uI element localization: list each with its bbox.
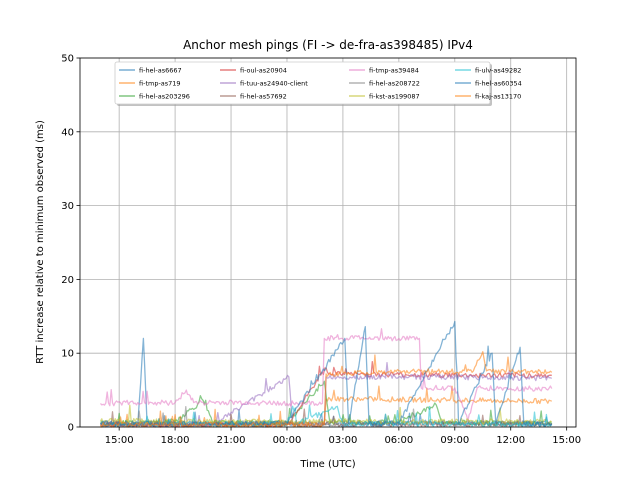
legend-label: fi-hel-as57692 bbox=[240, 93, 287, 101]
x-tick-label: 03:00 bbox=[329, 435, 358, 446]
series-line-fi-kst-as199087 bbox=[99, 404, 553, 425]
y-tick-label: 20 bbox=[61, 275, 74, 286]
chart-title: Anchor mesh pings (FI -> de-fra-as398485… bbox=[183, 38, 473, 52]
legend-label: fi-ulv-as49282 bbox=[475, 67, 521, 75]
x-tick-label: 15:00 bbox=[105, 435, 134, 446]
plot-area bbox=[99, 320, 553, 428]
x-tick-label: 18:00 bbox=[161, 435, 190, 446]
x-tick-label: 09:00 bbox=[440, 435, 469, 446]
series-line-fi-kaj-as13170 bbox=[99, 351, 553, 428]
x-tick-label: 15:00 bbox=[552, 435, 581, 446]
legend-label: fi-oul-as20904 bbox=[240, 67, 287, 75]
y-axis: 0 10 20 30 40 50 bbox=[61, 54, 80, 434]
y-tick-label: 40 bbox=[61, 127, 74, 138]
series-line-fi-tmp-as39484 bbox=[100, 328, 553, 422]
y-tick-label: 10 bbox=[61, 349, 74, 360]
series-line-fi-oul-as20904 bbox=[99, 360, 552, 428]
legend-label: fi-hel-as203296 bbox=[139, 93, 190, 101]
legend: fi-hel-as6667 fi-tmp-as719 fi-hel-as203296… bbox=[114, 61, 522, 106]
x-axis: 15:00 18:00 21:00 00:00 03:00 06:00 09:00 12:00… bbox=[105, 427, 581, 446]
x-tick-label: 21:00 bbox=[217, 435, 246, 446]
legend-label: fi-tmp-as39484 bbox=[369, 67, 419, 75]
legend-box bbox=[114, 61, 491, 105]
y-tick-label: 30 bbox=[61, 201, 74, 212]
legend-label: fi-tmp-as719 bbox=[139, 80, 181, 88]
legend-label: fi-hel-as208722 bbox=[369, 80, 420, 88]
legend-label: fi-kst-as199087 bbox=[369, 93, 420, 101]
y-tick-label: 50 bbox=[61, 54, 74, 65]
x-tick-label: 00:00 bbox=[273, 435, 302, 446]
legend-label: fi-tuu-as24940-client bbox=[240, 80, 308, 88]
x-tick-label: 12:00 bbox=[496, 435, 525, 446]
x-tick-label: 06:00 bbox=[384, 435, 413, 446]
y-tick-label: 0 bbox=[68, 423, 74, 434]
grid bbox=[80, 57, 576, 428]
plot-frame bbox=[79, 57, 577, 428]
legend-label: fi-kaj-as13170 bbox=[475, 93, 521, 101]
x-axis-title: Time (UTC) bbox=[299, 459, 355, 470]
legend-label: fi-hel-as6667 bbox=[139, 67, 182, 75]
legend-label: fi-hel-as60354 bbox=[475, 80, 522, 88]
y-axis-title: RTT increase relative to minimum observe… bbox=[35, 120, 46, 364]
